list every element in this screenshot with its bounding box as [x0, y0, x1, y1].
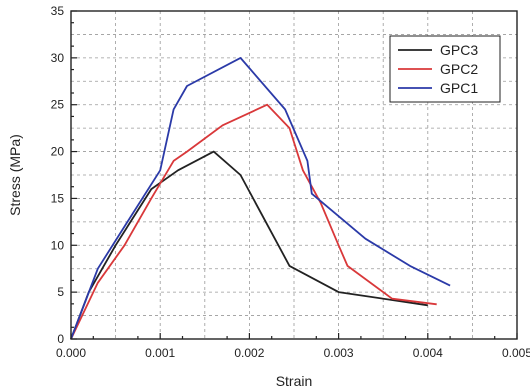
x-tick-label: 0.005: [502, 346, 530, 360]
y-axis-title: Stress (MPa): [7, 134, 23, 216]
series-line-gpc2: [70, 103, 437, 340]
y-tick-label: 20: [51, 145, 65, 159]
tick-label-layer: 0.000 0.001 0.002 0.003 0.004 0.005 0 5 10 15 20 25…: [51, 4, 530, 360]
x-tick-label: 0.002: [234, 346, 264, 360]
x-tick-label: 0.001: [145, 346, 175, 360]
x-tick-label: 0.004: [413, 346, 443, 360]
x-tick-label: 0.000: [56, 346, 86, 360]
x-axis-title: Strain: [276, 373, 313, 389]
y-tick-label: 35: [51, 4, 65, 18]
legend-label-gpc2: GPC2: [440, 61, 478, 77]
series-layer: [70, 57, 451, 340]
plot-frame: [70, 10, 518, 340]
x-tick-label: 0.003: [324, 346, 354, 360]
legend-label-gpc3: GPC3: [440, 42, 478, 58]
legend-label-gpc1: GPC1: [440, 80, 478, 96]
series-line-gpc1: [70, 57, 451, 340]
y-tick-label: 5: [57, 285, 64, 299]
legend: GPC3 GPC2 GPC1: [389, 35, 501, 103]
legend-items: GPC3 GPC2 GPC1: [398, 42, 478, 96]
tick-layer: [70, 10, 518, 340]
y-tick-label: 10: [51, 238, 65, 252]
y-tick-label: 30: [51, 51, 65, 65]
y-tick-label: 0: [57, 332, 64, 346]
y-tick-label: 15: [51, 191, 65, 205]
series-line-gpc3: [70, 150, 428, 340]
y-tick-label: 25: [51, 98, 65, 112]
